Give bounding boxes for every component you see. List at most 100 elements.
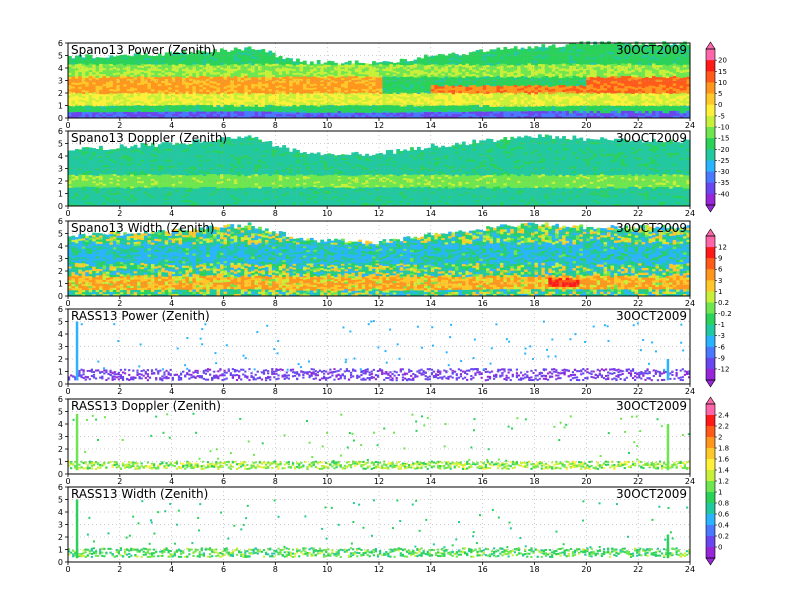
heatmap-cell (141, 103, 145, 105)
heatmap-cell (113, 93, 117, 95)
heatmap-cell (268, 71, 272, 74)
heatmap-cell (351, 109, 355, 111)
heatmap-cell (452, 98, 456, 100)
heatmap-cell (614, 86, 618, 89)
heatmap-cell (168, 91, 172, 94)
heatmap-cell (479, 77, 483, 80)
heatmap-cell (614, 101, 618, 104)
heatmap-cell (427, 104, 431, 106)
heatmap-cell (282, 114, 286, 116)
heatmap-cell (365, 65, 369, 67)
heatmap-cell (144, 81, 148, 83)
heatmap-cell (130, 83, 134, 85)
heatmap-cell (161, 112, 165, 114)
heatmap-cell (82, 78, 86, 80)
heatmap-cell (434, 60, 438, 62)
heatmap-cell (206, 61, 210, 63)
heatmap-cell (541, 88, 545, 91)
heatmap-cell (189, 74, 193, 77)
heatmap-cell (365, 85, 369, 87)
heatmap-cell (123, 101, 127, 103)
heatmap-cell (99, 72, 103, 74)
heatmap-cell (369, 98, 373, 100)
heatmap-cell (220, 76, 224, 79)
heatmap-cell (396, 73, 400, 75)
heatmap-cell (338, 86, 342, 88)
heatmap-cell (427, 106, 431, 108)
heatmap-cell (172, 64, 176, 66)
heatmap-cell (137, 105, 141, 108)
heatmap-cell (583, 76, 587, 79)
heatmap-cell (624, 68, 628, 71)
heatmap-cell (410, 82, 414, 84)
heatmap-cell (510, 99, 514, 102)
heatmap-cell (82, 64, 86, 66)
heatmap-cell (597, 64, 601, 67)
heatmap-cell (313, 87, 317, 89)
heatmap-cell (462, 54, 466, 56)
heatmap-cell (403, 63, 407, 65)
heatmap-cell (528, 106, 532, 109)
heatmap-cell (479, 107, 483, 110)
heatmap-cell (617, 75, 621, 78)
heatmap-cell (569, 98, 573, 101)
heatmap-cell (237, 100, 241, 103)
heatmap-cell (479, 86, 483, 89)
heatmap-cell (282, 100, 286, 102)
heatmap-cell (161, 93, 165, 95)
heatmap-cell (476, 75, 480, 78)
heatmap-cell (199, 102, 203, 105)
heatmap-cell (503, 87, 507, 90)
heatmap-cell (579, 95, 583, 98)
heatmap-cell (251, 97, 255, 100)
heatmap-cell (182, 84, 186, 87)
heatmap-cell (351, 100, 355, 102)
heatmap-cell (496, 104, 500, 107)
heatmap-cell (324, 83, 328, 85)
heatmap-cell (134, 62, 138, 64)
heatmap-cell (282, 89, 286, 91)
heatmap-cell (593, 57, 597, 60)
heatmap-cell (376, 96, 380, 98)
heatmap-cell (376, 72, 380, 74)
heatmap-cell (389, 94, 393, 96)
heatmap-cell (434, 99, 438, 101)
heatmap-cell (607, 98, 611, 101)
heatmap-cell (227, 81, 231, 84)
heatmap-cell (158, 58, 162, 60)
heatmap-cell (400, 108, 404, 110)
heatmap-cell (289, 58, 293, 60)
heatmap-cell (313, 109, 317, 111)
heatmap-cell (548, 89, 552, 92)
heatmap-cell (579, 103, 583, 106)
heatmap-cell (192, 99, 196, 101)
heatmap-cell (310, 109, 314, 111)
heatmap-cell (617, 57, 621, 60)
heatmap-cell (344, 96, 348, 98)
heatmap-cell (573, 78, 577, 81)
heatmap-cell (559, 73, 563, 76)
heatmap-cell (106, 88, 110, 90)
heatmap-cell (611, 83, 615, 86)
heatmap-cell (151, 64, 155, 66)
heatmap-cell (410, 89, 414, 91)
heatmap-cell (303, 82, 307, 84)
heatmap-cell (230, 80, 234, 83)
heatmap-cell (490, 113, 494, 116)
heatmap-cell (576, 44, 580, 47)
heatmap-cell (441, 84, 445, 86)
heatmap-cell (379, 90, 383, 92)
heatmap-cell (607, 75, 611, 78)
heatmap-cell (559, 106, 563, 109)
heatmap-cell (566, 71, 570, 74)
heatmap-cell (376, 77, 380, 79)
heatmap-cell (386, 92, 390, 94)
heatmap-cell (386, 65, 390, 67)
heatmap-cell (535, 75, 539, 78)
heatmap-cell (92, 100, 96, 102)
heatmap-cell (293, 63, 297, 65)
heatmap-cell (96, 90, 100, 92)
heatmap-cell (210, 74, 214, 76)
heatmap-cell (296, 106, 300, 108)
heatmap-cell (189, 87, 193, 90)
